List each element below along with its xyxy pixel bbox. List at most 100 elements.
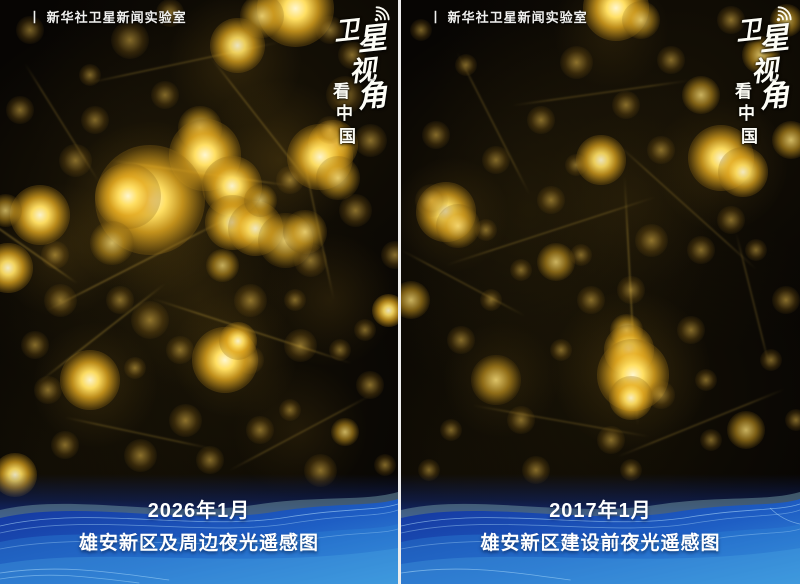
- caption-2017: 2017年1月 雄安新区建设前夜光遥感图: [401, 494, 800, 555]
- city-light-spot: [726, 410, 766, 450]
- city-light-spot: [43, 283, 77, 317]
- city-light-spot: [338, 193, 372, 227]
- city-light-spot: [440, 419, 462, 441]
- satellite-view-china-logo: 卫 星 视 角 看 中 国: [731, 4, 797, 154]
- city-light-spot: [95, 163, 161, 229]
- logo-char-xing: 星: [355, 20, 389, 59]
- city-light-spot: [741, 35, 781, 75]
- city-light-spot: [507, 406, 535, 434]
- city-light-spot: [550, 339, 572, 361]
- logo-char-guo: 国: [741, 127, 758, 147]
- city-light-spot: [276, 166, 304, 194]
- city-light-spot: [621, 0, 661, 40]
- city-light-spot: [609, 376, 653, 420]
- city-light-spot: [279, 399, 301, 421]
- city-light-spot: [130, 300, 170, 340]
- city-light-spot: [81, 106, 109, 134]
- city-light-spot: [51, 431, 79, 459]
- city-light-spot: [374, 454, 396, 476]
- city-light-spot: [16, 16, 44, 44]
- city-light-spot: [79, 64, 101, 86]
- city-light-spot: [353, 123, 387, 157]
- city-light-spot: [570, 244, 592, 266]
- city-light-spot: [695, 369, 717, 391]
- caption-title: 雄安新区及周边夜光遥感图: [78, 533, 319, 554]
- city-light-spot: [401, 280, 431, 320]
- city-light-spot: [717, 6, 745, 34]
- city-light-spot: [559, 45, 593, 79]
- city-light-spot: [59, 349, 121, 411]
- logo-char-kan: 看: [735, 82, 752, 102]
- satellite-panel-2017: 丨 新华社卫星新闻实验室 卫 星 视 角 看 中 国: [401, 0, 800, 584]
- city-light-spot: [480, 289, 502, 311]
- caption-2026: 2026年1月 雄安新区及周边夜光遥感图: [0, 494, 398, 555]
- logo-char-jiao: 角: [355, 77, 389, 116]
- city-light-spot: [284, 289, 306, 311]
- city-light-spot: [657, 46, 685, 74]
- city-light-spot: [422, 121, 450, 149]
- logo-char-jiao: 角: [757, 77, 791, 116]
- city-light-spot: [168, 403, 202, 437]
- city-light-spot: [536, 242, 576, 282]
- city-light-spot: [123, 438, 157, 472]
- city-light-spot: [329, 339, 351, 361]
- city-light-spot: [218, 321, 258, 361]
- city-light-spot: [316, 156, 360, 200]
- signal-waves-icon: [374, 6, 390, 22]
- city-light-spot: [325, 75, 365, 115]
- city-light-spot: [316, 116, 344, 144]
- city-light-spot: [156, 0, 184, 27]
- banner-wave-graphic: [0, 492, 398, 584]
- city-light-spot: [233, 283, 267, 317]
- city-light-spot: [246, 416, 274, 444]
- city-light-spot: [106, 286, 134, 314]
- city-light-spot: [537, 186, 565, 214]
- city-light-spot: [410, 19, 432, 41]
- city-light-spot: [209, 17, 265, 73]
- city-light-spot: [166, 336, 194, 364]
- city-light-spot: [331, 418, 359, 446]
- city-light-spot: [576, 135, 626, 185]
- satellite-panel-2026: 丨 新华社卫星新闻实验室 卫 星 视 角 看 中 国: [0, 0, 398, 584]
- city-light-spot: [772, 286, 800, 314]
- city-light-spot: [647, 381, 675, 409]
- city-light-spot: [471, 355, 521, 405]
- city-light-spot: [110, 20, 150, 60]
- satellite-view-china-logo: 卫 星 视 角 看 中 国: [329, 4, 395, 154]
- city-light-spot: [785, 409, 800, 431]
- city-light-spot: [293, 243, 327, 277]
- city-light-spot: [283, 328, 317, 362]
- city-light-spot: [196, 446, 224, 474]
- city-light-spot: [381, 241, 398, 269]
- city-light-spot: [447, 326, 475, 354]
- city-light-spot: [634, 223, 668, 257]
- city-light-spot: [687, 236, 715, 264]
- city-light-spot: [58, 143, 92, 177]
- city-light-spot: [718, 147, 768, 197]
- city-light-spot: [0, 193, 22, 227]
- city-light-spot: [243, 183, 277, 217]
- city-light-spot: [316, 16, 344, 44]
- city-light-spot: [475, 219, 497, 241]
- city-light-spot: [482, 146, 510, 174]
- city-light-spot: [681, 75, 721, 115]
- city-light-spot: [510, 259, 532, 281]
- city-light-spot: [597, 426, 625, 454]
- logo-char-guo: 国: [339, 127, 356, 147]
- city-light-spot: [700, 429, 722, 451]
- city-light-spot: [760, 349, 782, 371]
- xinhua-watermark: 丨 新华社卫星新闻实验室: [429, 10, 588, 25]
- city-light-spot: [577, 286, 605, 314]
- city-light-spot: [205, 248, 239, 282]
- city-light-spot: [771, 120, 800, 160]
- city-light-spot: [151, 81, 179, 109]
- city-light-spot: [455, 54, 477, 76]
- signal-waves-icon: [776, 6, 792, 22]
- city-light-spot: [90, 221, 134, 265]
- logo-char-kan: 看: [333, 82, 350, 102]
- logo-char-zhong: 中: [336, 104, 353, 124]
- caption-title: 雄安新区建设前夜光遥感图: [480, 533, 721, 554]
- city-light-spot: [647, 136, 675, 164]
- city-light-spot: [354, 319, 376, 341]
